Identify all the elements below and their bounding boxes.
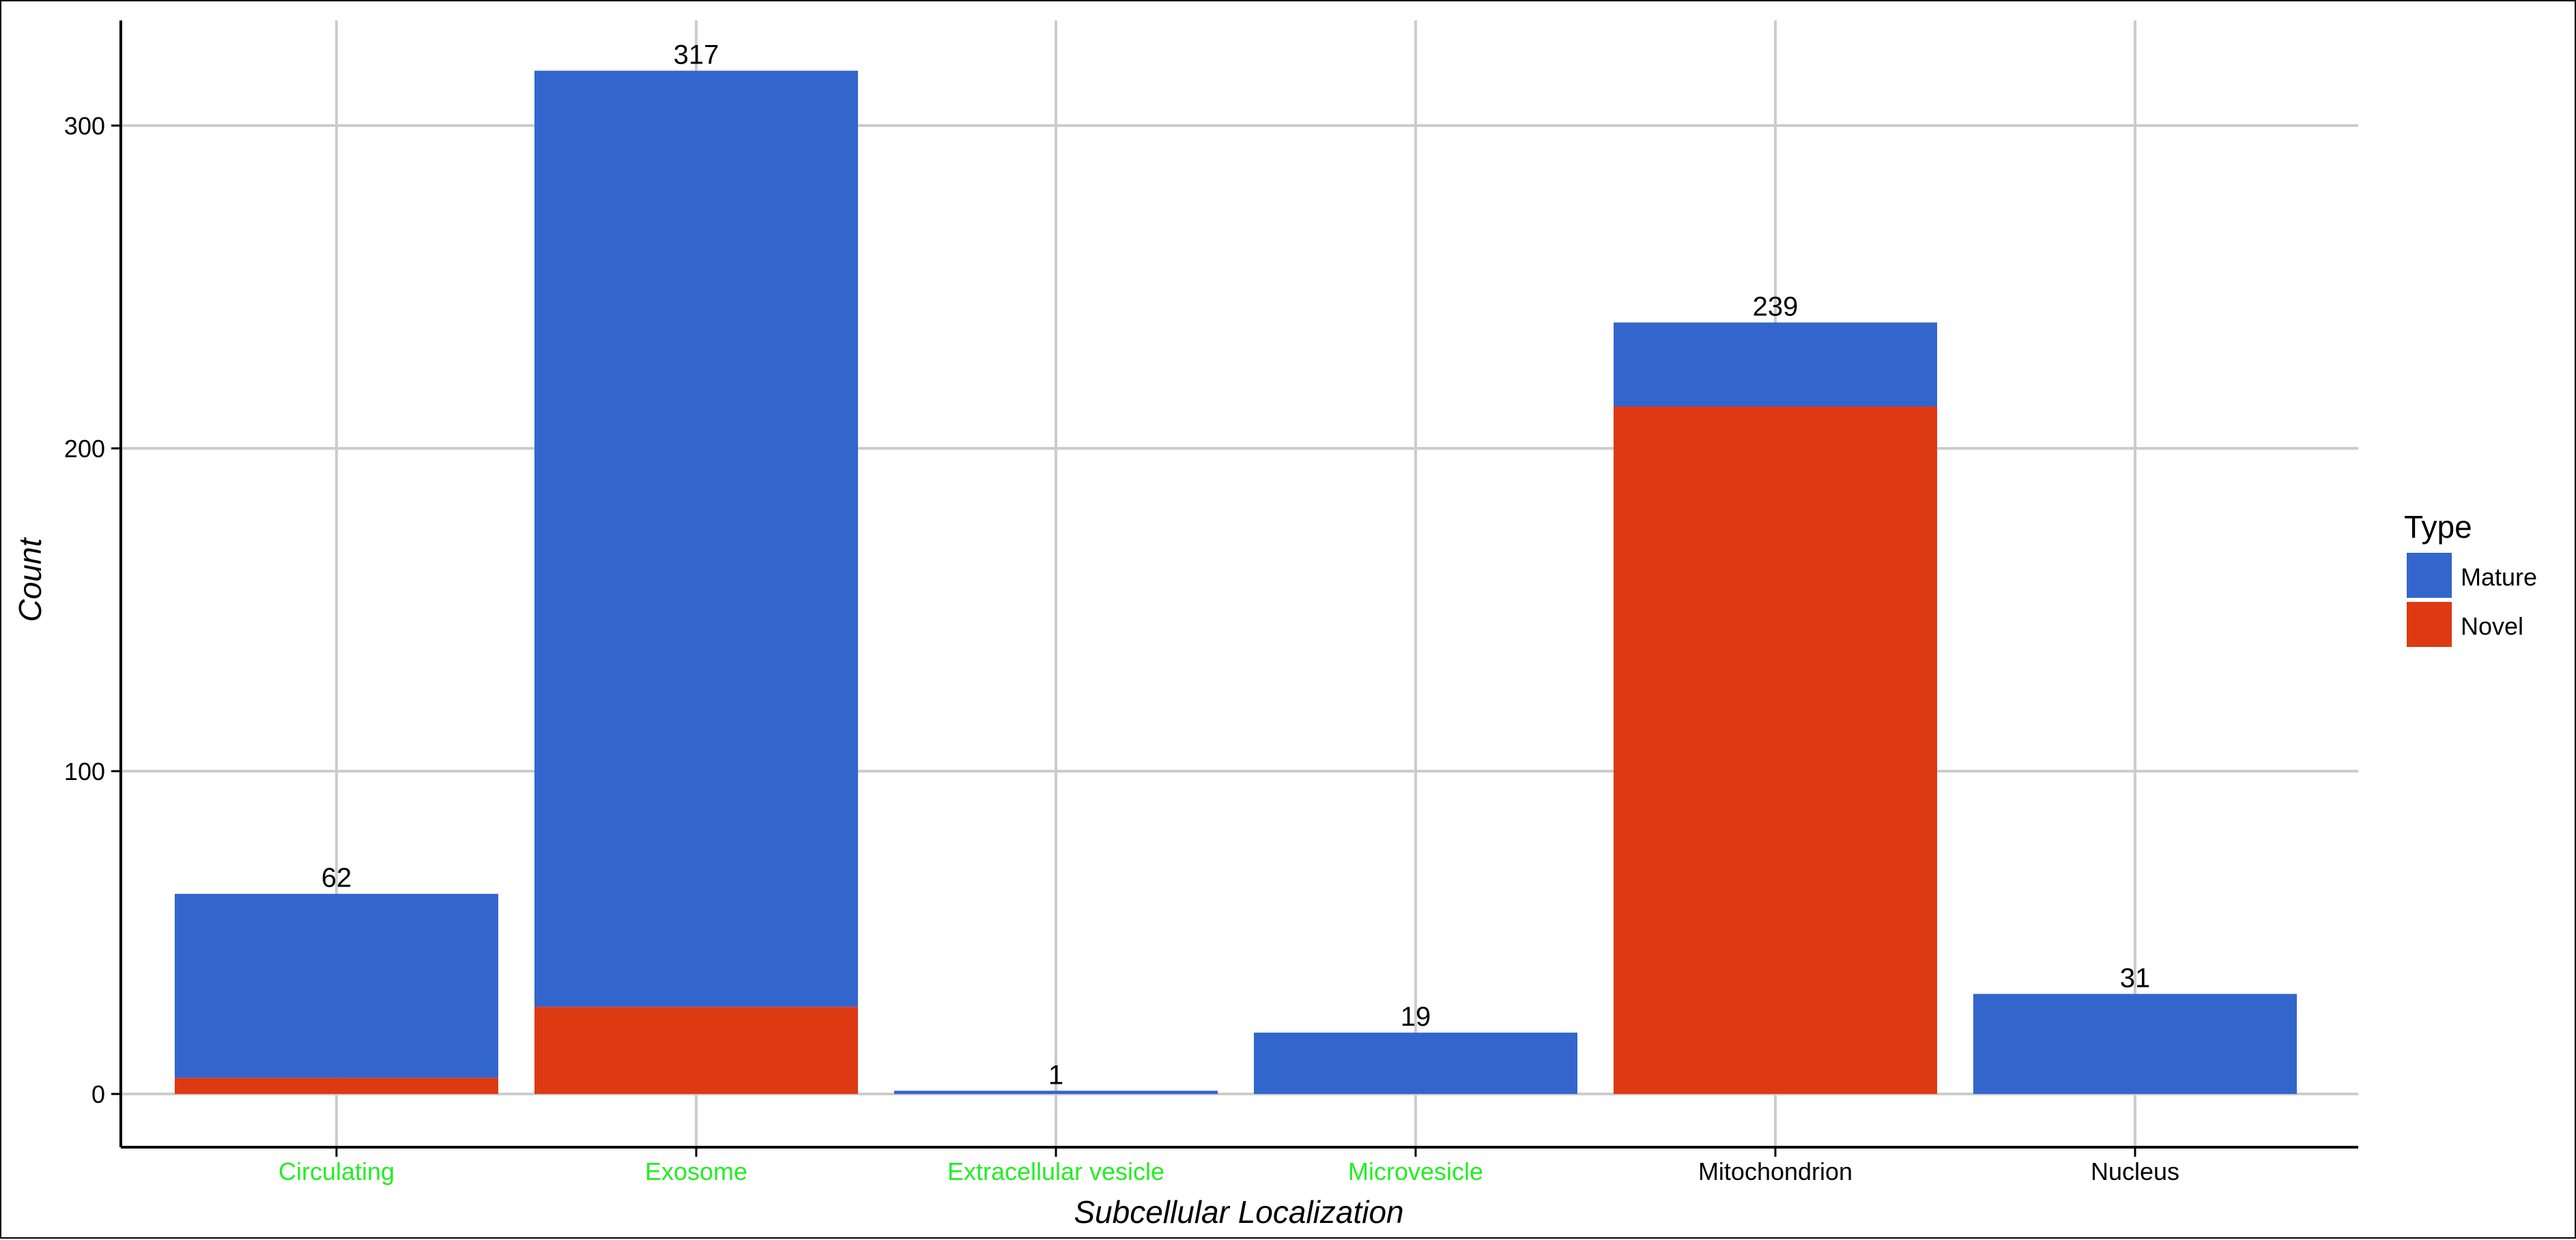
legend-label-novel: Novel (2461, 612, 2523, 640)
y-tick-label: 100 (64, 758, 105, 785)
x-tick-label: Exosome (645, 1157, 747, 1185)
x-tick-label: Circulating (278, 1157, 395, 1185)
bar-segment-novel (1614, 406, 1937, 1094)
bar-segment-mature (1614, 322, 1937, 407)
total-labels: 62 317 1 19 239 31 (321, 40, 2151, 1091)
legend-swatch-mature (2407, 553, 2452, 598)
y-tick-label: 0 (91, 1080, 105, 1108)
bar-segment-novel (534, 1007, 858, 1094)
legend-title: Type (2404, 509, 2472, 545)
bar-total-label: 62 (321, 863, 352, 893)
legend-label-mature: Mature (2461, 563, 2537, 591)
bar-segment-mature (175, 893, 498, 1078)
bar-total-label: 31 (2120, 963, 2151, 993)
y-tick-label: 200 (64, 435, 105, 463)
bar-total-label: 239 (1753, 292, 1799, 322)
x-tick-labels: Circulating Exosome Extracellular vesicle M… (278, 1147, 2179, 1185)
x-axis-title: Subcellular Localization (1074, 1194, 1403, 1230)
bar-segment-mature (1254, 1033, 1577, 1094)
bar-segment-mature (534, 70, 858, 1007)
legend-swatch-novel (2407, 602, 2452, 647)
y-tick-labels: 0 100 200 300 (64, 112, 121, 1108)
x-tick-label: Mitochondrion (1698, 1157, 1852, 1185)
bar-segment-novel (175, 1078, 498, 1094)
bars (175, 70, 2297, 1094)
x-tick-label: Microvesicle (1348, 1157, 1483, 1185)
bar-segment-mature (1973, 994, 2297, 1094)
x-tick-label: Extracellular vesicle (947, 1157, 1164, 1185)
bar-total-label: 1 (1048, 1060, 1063, 1090)
x-tick-label: Nucleus (2091, 1157, 2179, 1185)
bar-total-label: 19 (1401, 1002, 1431, 1032)
axes (119, 20, 2358, 1149)
legend: Type Mature Novel (2404, 509, 2537, 647)
bar-total-label: 317 (674, 40, 719, 70)
y-axis-title: Count (12, 536, 48, 622)
y-tick-label: 300 (64, 112, 105, 140)
bar-segment-mature (894, 1091, 1218, 1094)
